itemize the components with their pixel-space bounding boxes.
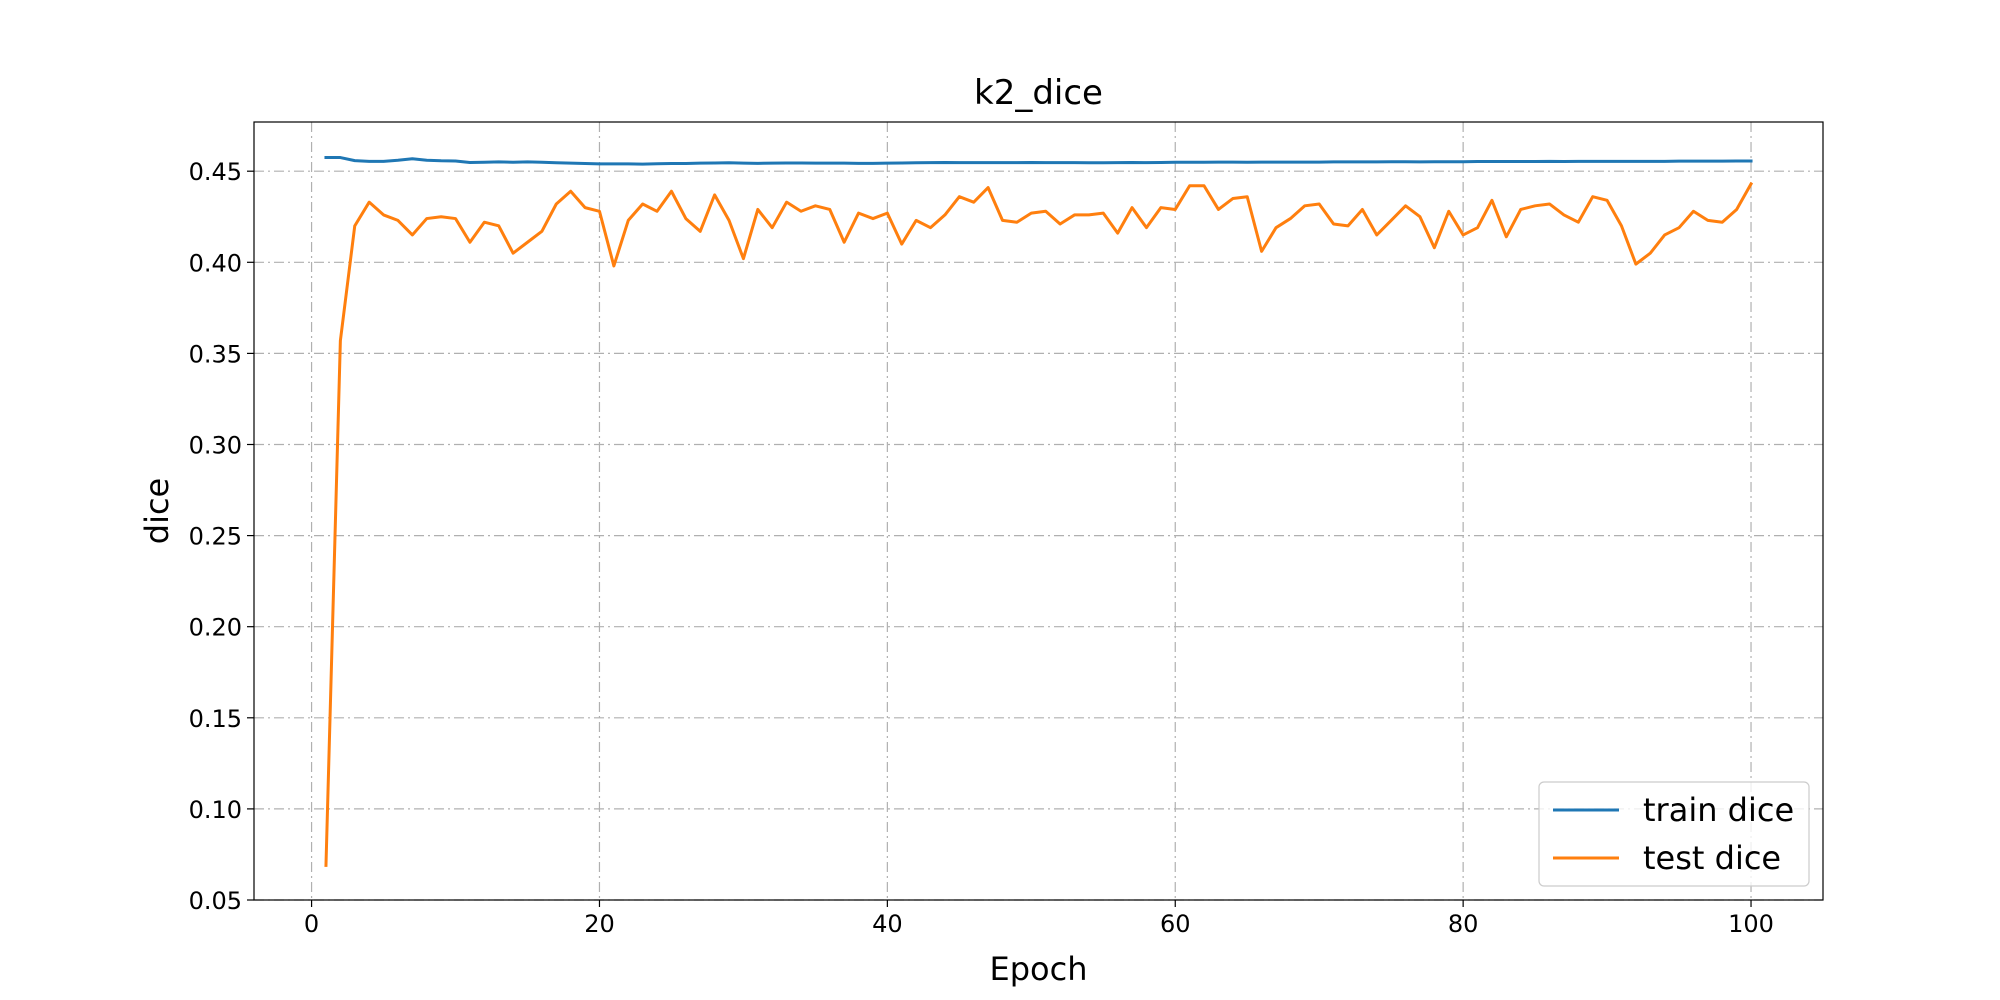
legend-label-test-dice: test dice [1643,839,1781,877]
x-tick-label: 60 [1160,910,1191,938]
y-tick-label: 0.20 [189,614,242,642]
y-axis-ticks: 0.05 0.10 0.15 0.20 0.25 0.30 0.35 0.40 0.45 [189,158,254,915]
x-tick-label: 100 [1728,910,1774,938]
chart-title: k2_dice [974,73,1103,113]
series-line-test-dice [324,181,1754,867]
series-line-train-dice [324,156,1753,166]
y-tick-label: 0.35 [189,340,242,368]
series-layer [324,156,1754,867]
y-tick-label: 0.30 [189,431,242,459]
legend: train dice test dice [1538,781,1810,887]
x-tick-label: 20 [584,910,615,938]
x-tick-label: 40 [872,910,903,938]
legend-label-train-dice: train dice [1643,791,1794,829]
y-tick-label: 0.10 [189,796,242,824]
x-tick-label: 80 [1448,910,1479,938]
legend-box [1538,781,1810,887]
grid [254,122,1823,901]
y-tick-label: 0.45 [189,158,242,186]
y-axis-label: dice [138,478,176,544]
plot-frame [253,121,1824,901]
x-axis-ticks: 0 20 40 60 80 100 [304,900,1774,938]
y-tick-label: 0.15 [189,705,242,733]
y-tick-label: 0.05 [189,887,242,915]
x-axis-label: Epoch [990,950,1088,988]
y-tick-label: 0.25 [189,523,242,551]
x-tick-label: 0 [304,910,319,938]
y-tick-label: 0.40 [189,249,242,277]
